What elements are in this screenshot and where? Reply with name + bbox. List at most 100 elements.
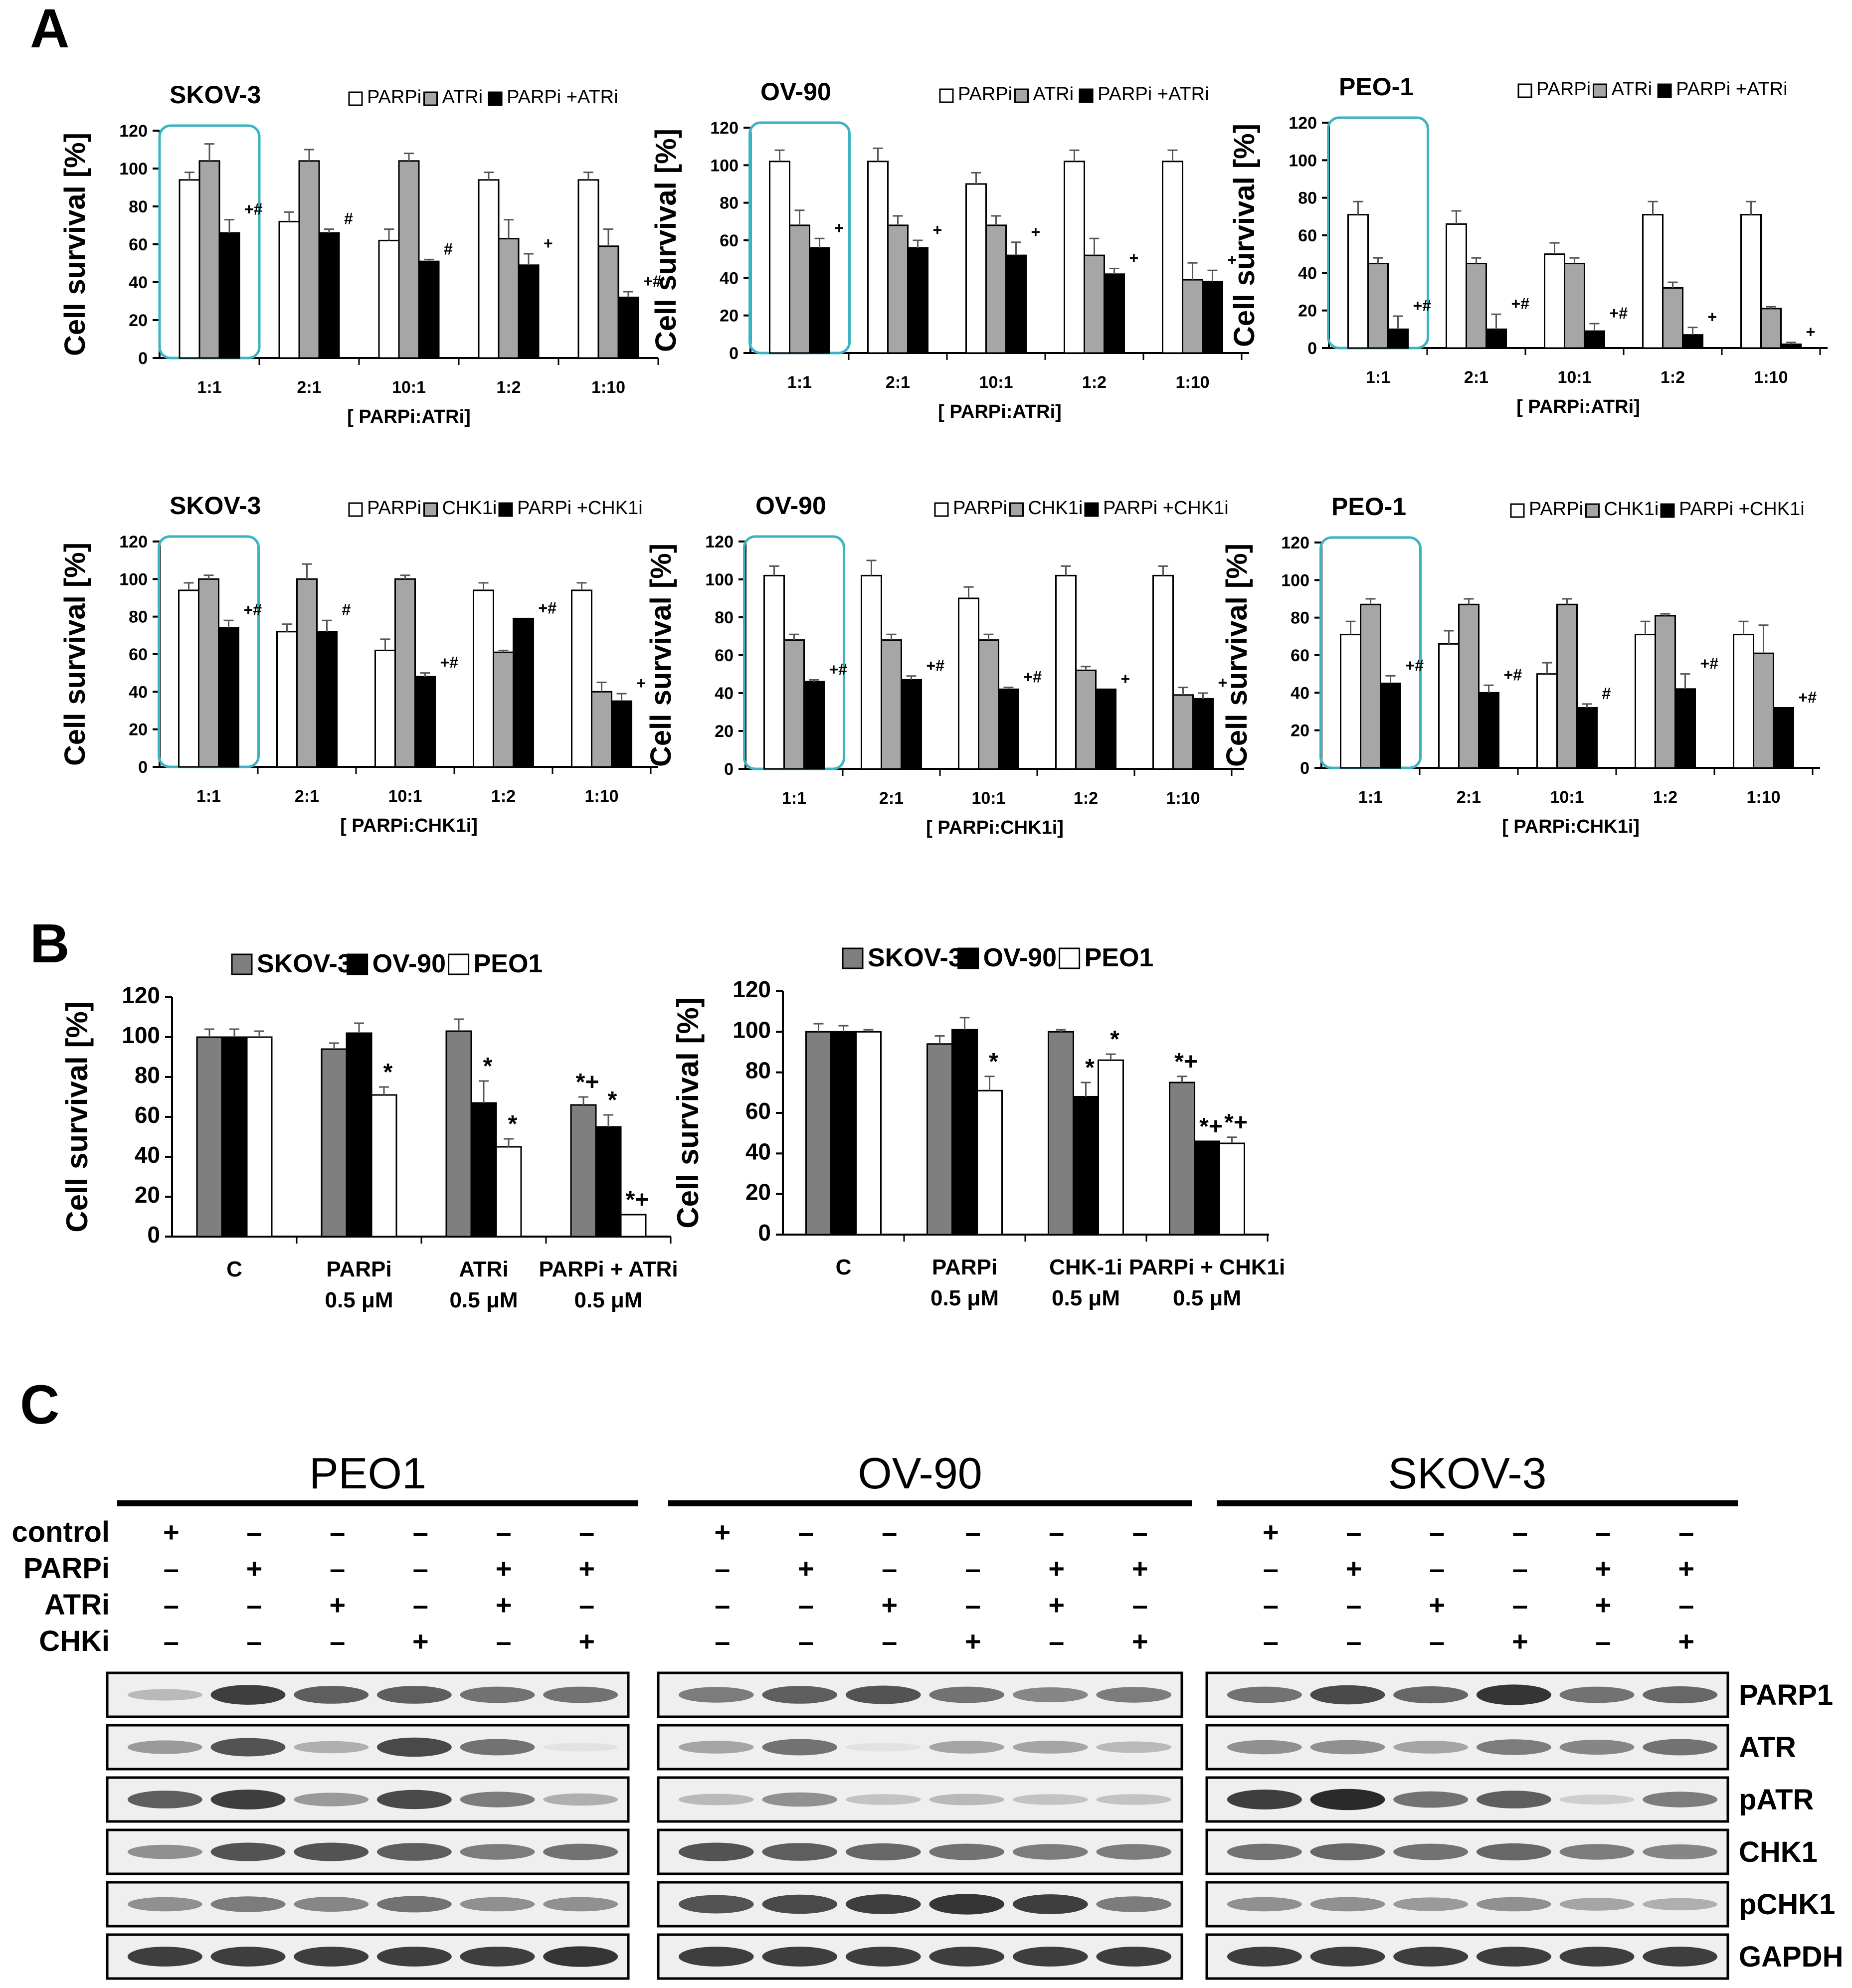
y-axis-label: Cell survival [%] xyxy=(59,542,91,766)
protein-band xyxy=(1393,1686,1469,1704)
y-tick-label: 20 xyxy=(715,722,734,741)
protein-band xyxy=(210,1947,286,1967)
treatment-sign: – xyxy=(1429,1516,1445,1548)
treatment-sign: – xyxy=(882,1516,897,1548)
legend-label: PARPi +CHK1i xyxy=(1103,498,1229,519)
y-tick-label: 0 xyxy=(1307,339,1317,358)
legend-swatch xyxy=(957,947,979,969)
protein-band xyxy=(210,1790,286,1809)
legend-swatch xyxy=(842,947,864,969)
legend-swatch xyxy=(347,953,369,975)
treatment-sign: – xyxy=(1132,1516,1148,1548)
legend-swatch xyxy=(1660,503,1675,518)
x-tick-label: 2:1 xyxy=(879,789,904,808)
treatment-sign: – xyxy=(1678,1589,1694,1621)
protein-band xyxy=(1012,1894,1088,1914)
protein-band xyxy=(294,1741,369,1754)
legend-label: SKOV-3 xyxy=(868,943,963,972)
treatment-sign: – xyxy=(798,1589,814,1621)
treatment-sign: – xyxy=(882,1626,897,1657)
y-tick-label: 100 xyxy=(1281,571,1309,590)
bar-atri xyxy=(1182,279,1203,354)
bar-chk1i xyxy=(783,639,805,770)
protein-label: GAPDH xyxy=(1739,1941,1843,1973)
protein-band xyxy=(1227,1686,1302,1703)
protein-band xyxy=(1476,1897,1551,1912)
treatment-sign: + xyxy=(1048,1553,1065,1584)
bar-skov-3 xyxy=(805,1031,832,1236)
treatment-sign: – xyxy=(1263,1589,1279,1621)
treatment-sign: – xyxy=(164,1589,179,1621)
protein-band xyxy=(127,1844,202,1859)
legend-swatch xyxy=(1059,947,1081,969)
bar-parpi xyxy=(1152,574,1174,770)
western-blot-panel: PEO1 + – – – – – – + – – + + – – + – + – – – – + – + OV-90 + – – – – – –… xyxy=(11,1448,1843,1980)
bar-chk1i xyxy=(591,691,612,768)
bar-atri xyxy=(1084,254,1105,354)
bar-atri xyxy=(298,160,320,359)
protein-band xyxy=(1096,1896,1172,1912)
y-tick-label: 120 xyxy=(1289,114,1317,133)
bar-parpi xyxy=(1340,634,1361,769)
treatment-sign: – xyxy=(579,1589,594,1621)
protein-band xyxy=(762,1739,838,1756)
treatment-sign: – xyxy=(798,1516,814,1548)
protein-label: ATR xyxy=(1739,1731,1796,1764)
legend-label: OV-90 xyxy=(983,943,1057,972)
protein-band xyxy=(1643,1898,1718,1911)
bar-atri xyxy=(1367,263,1389,349)
bar-atri xyxy=(1466,263,1487,349)
legend-label: PARPi xyxy=(367,498,421,519)
legend-label: PARPi +CHK1i xyxy=(517,498,643,519)
legend-label: ATRi xyxy=(1033,84,1074,105)
bar-parpi xyxy=(1055,574,1077,770)
x-tick-label: PARPi xyxy=(326,1257,391,1281)
bar-skov-3 xyxy=(926,1043,953,1236)
legend-label: PARPi xyxy=(953,498,1007,519)
legend-swatch xyxy=(488,91,503,106)
charts-layer: 0 20 40 60 80 100 120 Cell survival [%] SKOV-3 1:… xyxy=(59,73,1828,1312)
protein-band xyxy=(929,1741,1005,1754)
bar-parpi-chk1i xyxy=(513,617,534,768)
y-tick-label: 120 xyxy=(119,533,148,551)
y-tick-label: 20 xyxy=(135,1182,160,1208)
x-tick-label: CHK-1i xyxy=(1049,1255,1122,1279)
bar-parpi xyxy=(276,631,298,768)
chart-title: SKOV-3 xyxy=(170,492,261,520)
protein-label: pATR xyxy=(1739,1784,1814,1816)
x-axis-label: [ PARPi:CHK1i] xyxy=(1502,816,1640,837)
legend-swatch xyxy=(939,88,954,103)
bar-ov-90 xyxy=(221,1036,248,1238)
legend-label: ATRi xyxy=(442,87,483,108)
protein-band xyxy=(762,1894,838,1914)
x-tick-label: 1:1 xyxy=(787,373,812,392)
legend-swatch xyxy=(1009,502,1024,517)
y-tick-label: 80 xyxy=(745,1058,771,1084)
bar-ov-90 xyxy=(1194,1140,1220,1236)
protein-band xyxy=(1310,1789,1385,1810)
x-axis-label: [ PARPi:CHK1i] xyxy=(926,817,1064,838)
y-axis-label: Cell survival [%] xyxy=(1228,124,1261,347)
bar-atri xyxy=(1564,263,1585,349)
treatment-sign: – xyxy=(330,1626,345,1657)
protein-band xyxy=(1310,1740,1385,1755)
treatment-sign: – xyxy=(1263,1626,1279,1657)
bar-chk1i xyxy=(394,578,416,768)
bar-ov-90 xyxy=(346,1032,372,1238)
bar-parpi-chk1i xyxy=(803,681,825,770)
chart-a5: 0 20 40 60 80 100 120 Cell survival [%] OV-90 1:1… xyxy=(645,492,1244,838)
significance-marker: * xyxy=(1110,1026,1119,1053)
bar-ov-90 xyxy=(470,1102,497,1238)
protein-band xyxy=(929,1686,1005,1703)
significance-marker: + xyxy=(1708,308,1717,326)
y-tick-label: 120 xyxy=(705,533,734,551)
protein-band xyxy=(1559,1898,1635,1911)
protein-band xyxy=(929,1947,1005,1967)
bar-parpi-atri xyxy=(218,232,240,359)
protein-band xyxy=(1227,1740,1302,1755)
protein-band xyxy=(543,1843,618,1860)
bar-chk1i xyxy=(1075,669,1097,770)
significance-marker: # xyxy=(344,210,353,228)
significance-marker: + xyxy=(835,219,844,237)
legend-swatch xyxy=(423,91,438,106)
